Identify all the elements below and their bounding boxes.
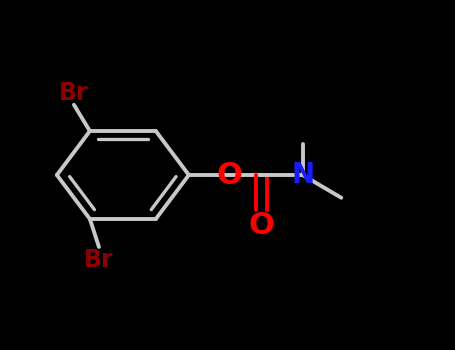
Text: Br: Br	[84, 248, 114, 272]
Text: N: N	[291, 161, 314, 189]
Text: Br: Br	[59, 80, 89, 105]
Text: O: O	[217, 161, 243, 189]
Text: O: O	[249, 211, 274, 240]
